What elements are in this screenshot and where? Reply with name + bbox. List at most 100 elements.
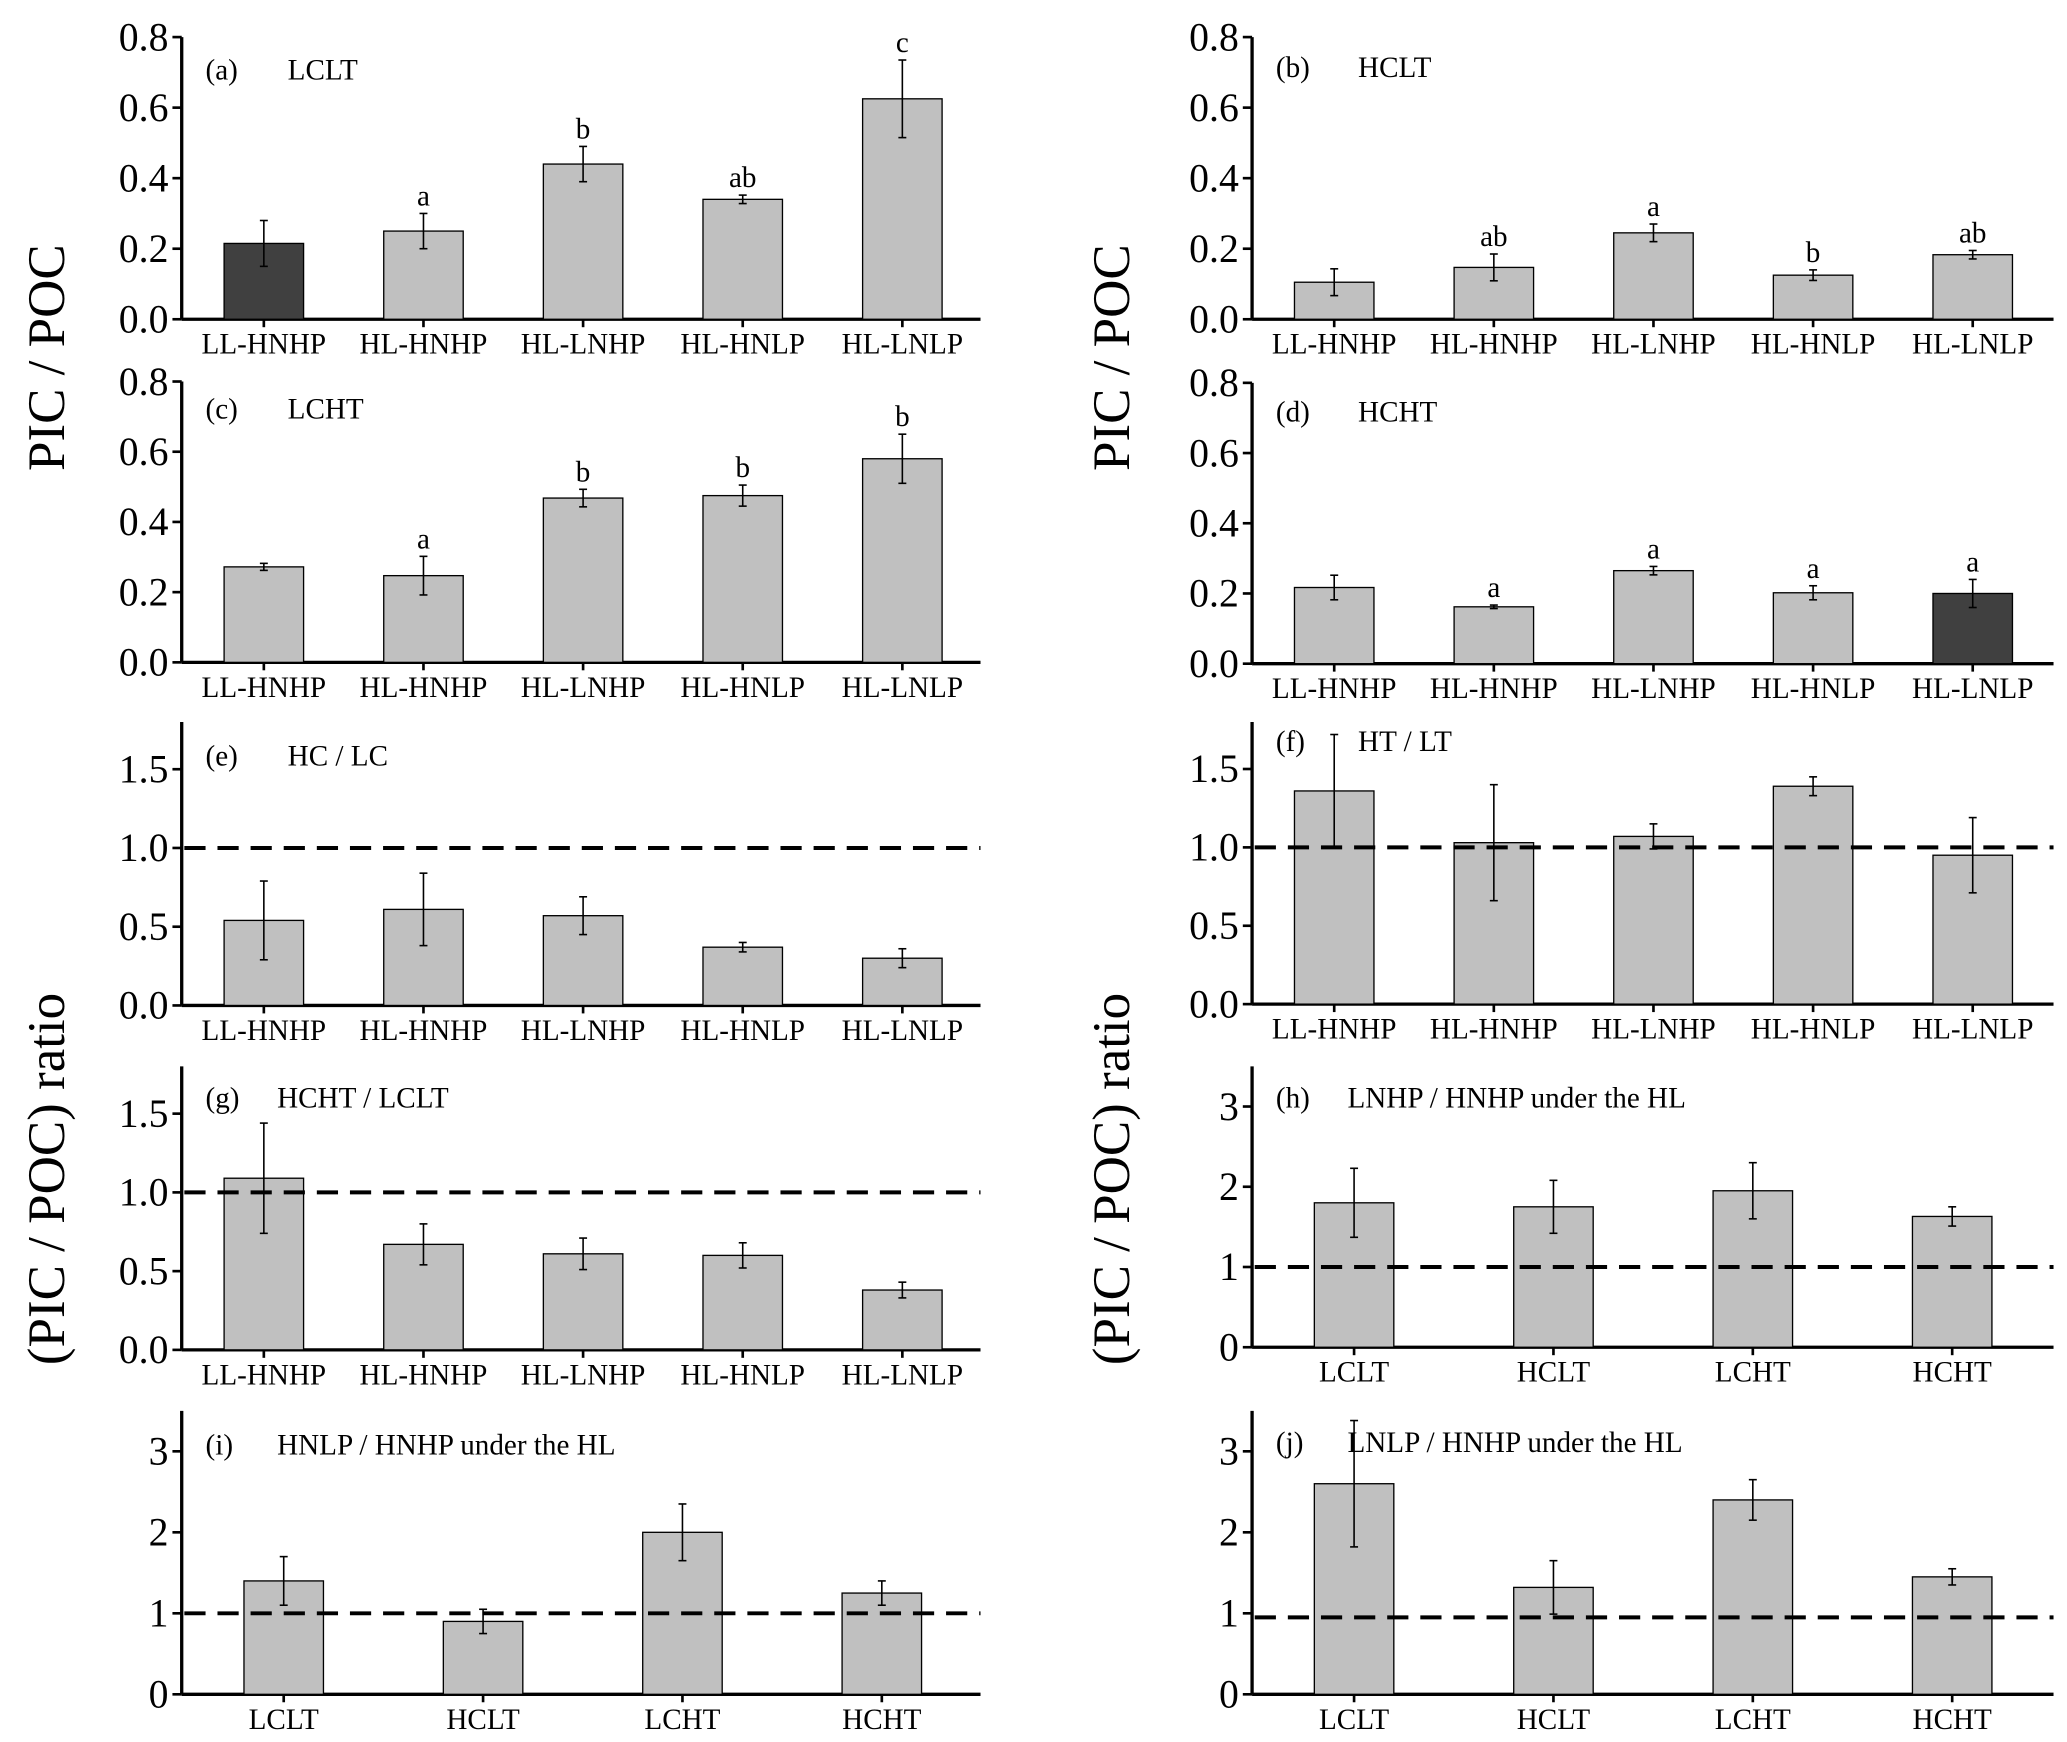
x-tick-label: HL-LNLP — [1912, 1014, 2033, 1046]
x-tick-label: HCHT — [842, 1704, 921, 1736]
panel-label: (i) — [206, 1430, 234, 1462]
panel-title: HT / LT — [1358, 726, 1452, 758]
x-tick-label: HL-HNLP — [1751, 1014, 1876, 1046]
y-tick-label: 0.2 — [119, 570, 169, 614]
bar-HCHT — [841, 1592, 923, 1695]
panel-title: LNLP / HNHP under the HL — [1347, 1427, 1682, 1459]
x-tick-label: HCLT — [1517, 1357, 1591, 1389]
y-tick-label: 0.0 — [1189, 298, 1239, 342]
y-tick-label: 1.0 — [1189, 826, 1239, 870]
y-tick-label: 0 — [1219, 1325, 1239, 1369]
x-tick-label: HL-HNHP — [360, 1359, 488, 1391]
x-tick-label: LL-HNHP — [1272, 673, 1397, 705]
panel-title: LNHP / HNHP under the HL — [1347, 1082, 1685, 1114]
x-tick-label: HL-HNHP — [1430, 1014, 1558, 1046]
significance-letter: a — [1966, 546, 1979, 578]
bar-HL-HNLP — [1772, 785, 1854, 1005]
significance-letter: a — [1647, 191, 1660, 223]
panel-label: (b) — [1276, 52, 1310, 84]
y-tick-label: 0.5 — [119, 905, 169, 949]
panel-title: HCHT / LCLT — [277, 1082, 449, 1114]
x-tick-label: LCHT — [1715, 1357, 1791, 1389]
x-tick-label: HL-LNLP — [1912, 329, 2033, 361]
significance-letter: a — [1487, 572, 1500, 604]
y-tick-label: 0.4 — [119, 500, 169, 544]
y-tick-label: 1 — [1219, 1592, 1239, 1636]
x-tick-label: HL-HNLP — [680, 329, 805, 361]
y-tick-label: 1.5 — [119, 1092, 169, 1136]
y-tick-label: 2 — [1219, 1511, 1239, 1555]
y-tick-label: 3 — [149, 1430, 169, 1474]
x-tick-label: HL-HNHP — [360, 329, 488, 361]
x-tick-label: HL-HNLP — [680, 672, 805, 704]
bar-HL-HNLP — [702, 1254, 784, 1351]
significance-letter: b — [895, 401, 910, 433]
panel-title: LCHT — [288, 394, 364, 426]
bar-HL-LNHP — [1613, 569, 1694, 665]
y-tick-label: 3 — [1219, 1085, 1239, 1129]
x-tick-label: HL-LNHP — [1591, 673, 1716, 705]
x-tick-label: HL-LNHP — [1591, 329, 1716, 361]
y-tick-label: 1.5 — [119, 747, 169, 791]
panel-e: 0.0 0.5 1.0 1.5 (e) HC / LC LL-HNHP HL-HNHP HL-L… — [119, 721, 981, 1047]
y-tick-label: 0.0 — [1189, 982, 1239, 1026]
y-tick-label: 1 — [1219, 1245, 1239, 1289]
y-tick-label: 0.2 — [1189, 572, 1239, 616]
bar-HL-HNLP — [1772, 592, 1854, 665]
y-tick-label: 0.6 — [1189, 86, 1239, 130]
panel-label: (g) — [206, 1082, 240, 1114]
x-tick-label: HL-HNHP — [360, 672, 488, 704]
y-tick-label: 0 — [1219, 1673, 1239, 1717]
x-tick-label: HL-LNLP — [842, 329, 963, 361]
significance-letter: b — [735, 452, 750, 484]
y-tick-label: 0.4 — [1189, 156, 1239, 200]
y-tick-label: 0.8 — [119, 15, 169, 59]
panel-label: (d) — [1276, 396, 1310, 428]
x-tick-label: HL-LNLP — [842, 1359, 963, 1391]
bar-HCHT — [1911, 1576, 1993, 1695]
x-tick-label: HCHT — [1913, 1357, 1992, 1389]
y-tick-label: 0 — [149, 1673, 169, 1717]
panel-label: (e) — [206, 741, 238, 773]
y-tick-label: 0.8 — [119, 360, 169, 404]
panel-label: (a) — [206, 54, 238, 86]
x-tick-label: LL-HNHP — [202, 1359, 327, 1391]
x-tick-label: HCHT — [1913, 1704, 1992, 1736]
x-tick-label: HL-LNHP — [521, 1359, 646, 1391]
x-tick-label: HL-HNLP — [680, 1359, 805, 1391]
y-tick-label: 0.0 — [119, 1328, 169, 1372]
x-tick-label: HL-HNHP — [1430, 329, 1558, 361]
significance-letter: ab — [1480, 221, 1508, 253]
x-tick-label: LL-HNHP — [1272, 1014, 1397, 1046]
bar-HL-HNHP — [1453, 606, 1535, 665]
panel-label: (h) — [1276, 1082, 1310, 1114]
x-tick-label: LCLT — [249, 1704, 319, 1736]
x-tick-label: LL-HNHP — [202, 329, 327, 361]
x-tick-label: HCLT — [1517, 1704, 1591, 1736]
panel-c: 0.0 0.2 0.4 0.6 0.8 (c) LCHT LL-HNHP HL-HNHP a HL-… — [119, 360, 981, 704]
x-tick-label: LL-HNHP — [202, 1015, 327, 1047]
y-tick-label: 0.5 — [119, 1249, 169, 1293]
significance-letter: ab — [1959, 218, 1987, 250]
panel-title: LCLT — [288, 54, 358, 86]
y-tick-label: 0.0 — [119, 984, 169, 1028]
y-axis-label-left-top: PIC / POC — [18, 244, 76, 471]
panel-i: 0 1 2 3 (i) HNLP / HNHP under the HL LCLT HCLT L… — [149, 1410, 981, 1736]
x-tick-label: LL-HNHP — [202, 672, 327, 704]
significance-letter: b — [576, 456, 591, 488]
panel-label: (j) — [1276, 1427, 1303, 1459]
x-tick-label: HL-HNHP — [360, 1015, 488, 1047]
panel-title: HCHT — [1358, 396, 1437, 428]
x-tick-label: LCLT — [1319, 1357, 1389, 1389]
y-tick-label: 3 — [1219, 1430, 1239, 1474]
x-tick-label: LCHT — [1715, 1704, 1791, 1736]
x-tick-label: HL-LNHP — [521, 1015, 646, 1047]
y-tick-label: 0.5 — [1189, 904, 1239, 948]
y-tick-label: 0.4 — [119, 156, 169, 200]
y-tick-label: 0.2 — [119, 227, 169, 271]
y-tick-label: 1.5 — [1189, 747, 1239, 791]
x-tick-label: HL-HNLP — [680, 1015, 805, 1047]
y-tick-label: 0.6 — [119, 430, 169, 474]
bar-HL-LNLP — [1932, 254, 2014, 320]
